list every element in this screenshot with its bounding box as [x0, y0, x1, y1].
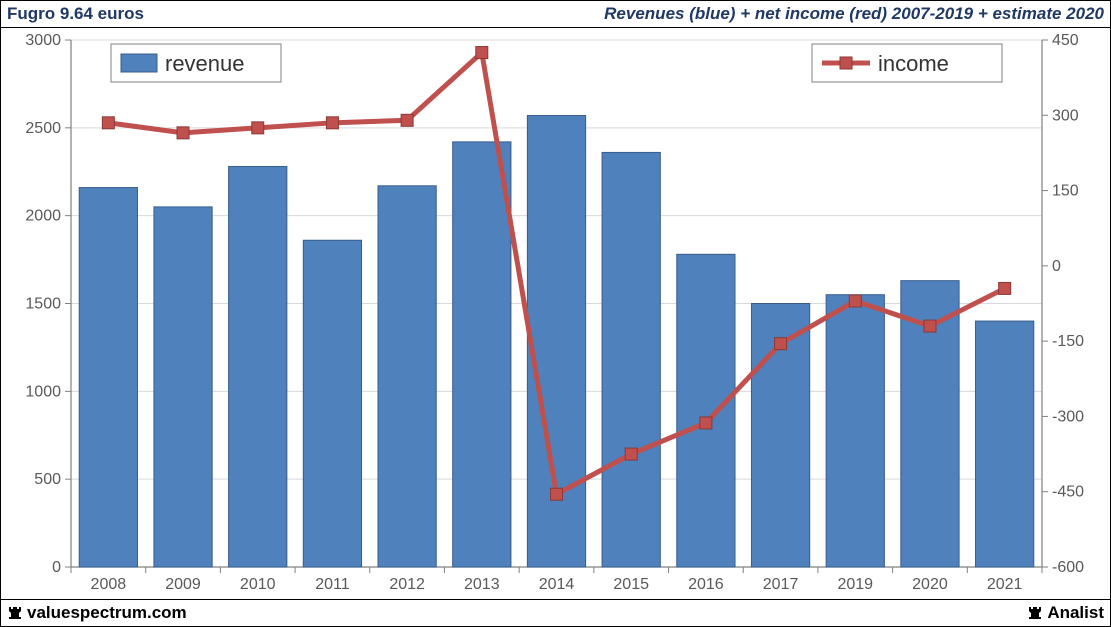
svg-text:2500: 2500	[25, 120, 61, 137]
svg-text:-150: -150	[1052, 333, 1084, 350]
footer-left-text: valuespectrum.com	[27, 603, 187, 623]
svg-text:2021: 2021	[987, 576, 1023, 593]
svg-text:2014: 2014	[539, 576, 575, 593]
footer-left: valuespectrum.com	[7, 603, 187, 623]
svg-text:2017: 2017	[763, 576, 799, 593]
svg-text:2013: 2013	[464, 576, 500, 593]
svg-text:1500: 1500	[25, 296, 61, 313]
footer-right: Analist	[1027, 603, 1104, 623]
svg-text:2015: 2015	[613, 576, 649, 593]
svg-text:450: 450	[1052, 32, 1079, 49]
svg-text:300: 300	[1052, 107, 1079, 124]
svg-text:1000: 1000	[25, 383, 61, 400]
chart-area: 050010001500200025003000-600-450-300-150…	[1, 28, 1110, 599]
svg-text:2000: 2000	[25, 208, 61, 225]
rook-icon	[7, 605, 23, 621]
svg-text:revenue: revenue	[165, 51, 245, 76]
svg-text:0: 0	[1052, 258, 1061, 275]
footer-bar: valuespectrum.com Analist	[1, 599, 1110, 626]
svg-text:-300: -300	[1052, 408, 1084, 425]
svg-text:150: 150	[1052, 183, 1079, 200]
svg-text:2008: 2008	[91, 576, 127, 593]
svg-text:3000: 3000	[25, 32, 61, 49]
svg-text:income: income	[878, 51, 949, 76]
svg-text:-450: -450	[1052, 484, 1084, 501]
svg-text:-600: -600	[1052, 559, 1084, 576]
title-bar: Fugro 9.64 euros Revenues (blue) + net i…	[1, 1, 1110, 28]
svg-text:2011: 2011	[315, 576, 350, 593]
svg-text:2016: 2016	[688, 576, 724, 593]
svg-text:500: 500	[34, 471, 61, 488]
svg-text:2009: 2009	[165, 576, 201, 593]
chart-frame: Fugro 9.64 euros Revenues (blue) + net i…	[0, 0, 1111, 627]
title-right: Revenues (blue) + net income (red) 2007-…	[604, 4, 1104, 24]
svg-text:2012: 2012	[389, 576, 425, 593]
footer-right-text: Analist	[1047, 603, 1104, 623]
svg-text:2020: 2020	[912, 576, 948, 593]
chart-svg: 050010001500200025003000-600-450-300-150…	[1, 28, 1111, 601]
svg-text:2019: 2019	[837, 576, 873, 593]
svg-text:2010: 2010	[240, 576, 276, 593]
title-left: Fugro 9.64 euros	[7, 4, 144, 24]
svg-text:0: 0	[52, 559, 61, 576]
rook-icon	[1027, 605, 1043, 621]
